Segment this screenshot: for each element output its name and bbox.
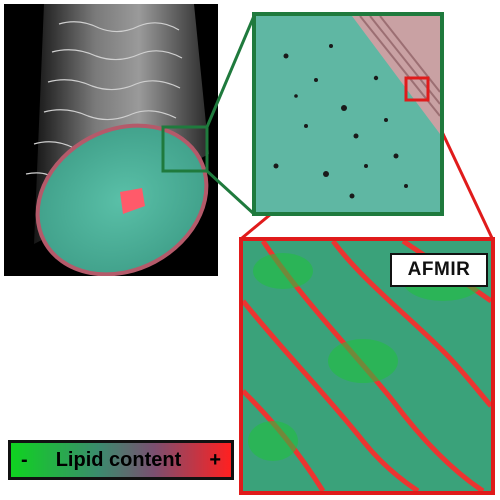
afmir-label: AFMIR <box>390 253 488 287</box>
cross-section-zoom-image <box>252 12 444 216</box>
legend-minus: - <box>21 448 28 471</box>
legend-plus: + <box>209 448 221 471</box>
legend-title: Lipid content <box>55 448 182 471</box>
lipid-content-colorbar: - Lipid content + <box>8 440 234 480</box>
afmir-lipid-map-image <box>239 237 495 495</box>
